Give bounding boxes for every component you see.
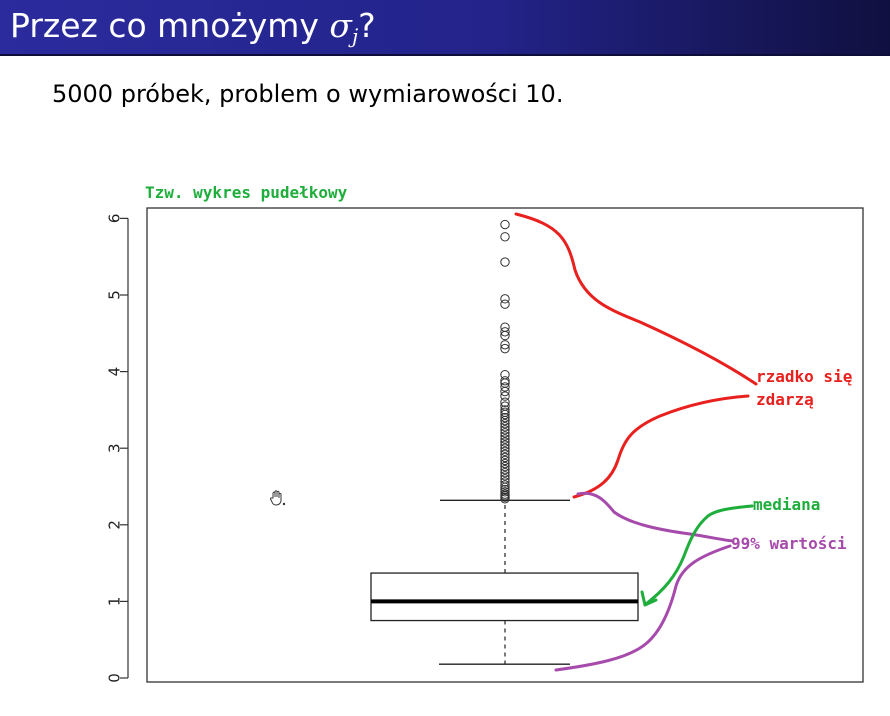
outlier-point bbox=[500, 257, 510, 267]
y-tick-label: 4 bbox=[106, 367, 124, 377]
purple-arrow-lower bbox=[554, 544, 732, 672]
subtitle: 5000 próbek, problem o wymiarowości 10. bbox=[52, 80, 564, 108]
outlier-point bbox=[500, 440, 510, 450]
title-suffix: ? bbox=[358, 6, 376, 45]
outlier-point bbox=[500, 405, 510, 415]
y-tick-label: 1 bbox=[106, 597, 124, 607]
y-tick-label: 6 bbox=[106, 214, 124, 224]
median-label: mediana bbox=[753, 495, 821, 514]
outlier-point bbox=[500, 494, 510, 504]
y-tick-label: 2 bbox=[106, 520, 124, 530]
outlier-point bbox=[500, 425, 510, 435]
outlier-point bbox=[500, 415, 510, 426]
hand-cursor-icon bbox=[269, 490, 286, 506]
percent99-label: 99% wartości bbox=[731, 534, 847, 553]
outlier-point bbox=[500, 487, 510, 497]
title-subscript: j bbox=[351, 24, 359, 48]
outlier-point bbox=[500, 397, 510, 407]
box-group bbox=[370, 499, 639, 665]
y-tick-label: 3 bbox=[106, 443, 124, 453]
outlier-point bbox=[500, 219, 510, 230]
outlier-point bbox=[500, 458, 510, 469]
outlier-point bbox=[500, 468, 510, 478]
boxplot-label: Tzw. wykres pudełkowy bbox=[145, 183, 348, 202]
outlier-point bbox=[500, 461, 510, 472]
outlier-point bbox=[500, 437, 510, 447]
outlier-point bbox=[500, 480, 510, 490]
rare-label-line2: zdarzą bbox=[756, 390, 814, 409]
y-tick-label: 0 bbox=[106, 673, 124, 683]
outlier-point bbox=[500, 431, 510, 441]
outlier-point bbox=[500, 464, 510, 475]
outlier-point bbox=[500, 443, 510, 453]
outlier-point bbox=[500, 376, 510, 386]
outlier-point bbox=[500, 299, 510, 309]
outlier-point bbox=[500, 418, 510, 429]
outliers-group bbox=[500, 219, 510, 504]
page-title: Przez co mnożymy σj? bbox=[10, 6, 376, 56]
outlier-point bbox=[500, 327, 510, 337]
outlier-point bbox=[500, 446, 510, 456]
outlier-point bbox=[500, 422, 510, 432]
title-bar: Przez co mnożymy σj? bbox=[0, 0, 890, 56]
outlier-point bbox=[500, 386, 510, 397]
outlier-point bbox=[500, 382, 510, 392]
green-arrowhead bbox=[640, 590, 658, 607]
outlier-point bbox=[500, 434, 510, 444]
rare-label-line1: rzadko się bbox=[756, 367, 853, 386]
outlier-point bbox=[500, 294, 510, 304]
green-arrow bbox=[644, 504, 754, 606]
outlier-point bbox=[500, 477, 510, 487]
red-arrow-upper bbox=[514, 212, 758, 386]
title-prefix: Przez co mnożymy bbox=[10, 6, 330, 45]
outlier-point bbox=[500, 484, 510, 495]
outlier-point bbox=[500, 409, 510, 420]
outlier-point bbox=[500, 471, 510, 481]
purple-arrow-upper bbox=[576, 491, 735, 543]
outlier-point bbox=[500, 330, 510, 341]
y-tick-label: 5 bbox=[106, 290, 124, 300]
outlier-point bbox=[500, 452, 510, 463]
red-arrow-lower bbox=[572, 394, 750, 499]
outlier-point bbox=[500, 428, 510, 438]
outlier-point bbox=[500, 391, 510, 401]
title-symbol: σ bbox=[329, 6, 352, 45]
iqr-box bbox=[370, 572, 639, 622]
outlier-point bbox=[500, 232, 510, 242]
outlier-point bbox=[500, 455, 510, 466]
y-axis: 0 1 2 3 4 5 6 bbox=[106, 214, 129, 683]
outlier-point bbox=[500, 449, 510, 460]
plot-frame bbox=[146, 207, 864, 683]
outlier-point bbox=[500, 343, 510, 354]
outlier-point bbox=[500, 412, 510, 423]
outlier-point bbox=[500, 340, 510, 350]
